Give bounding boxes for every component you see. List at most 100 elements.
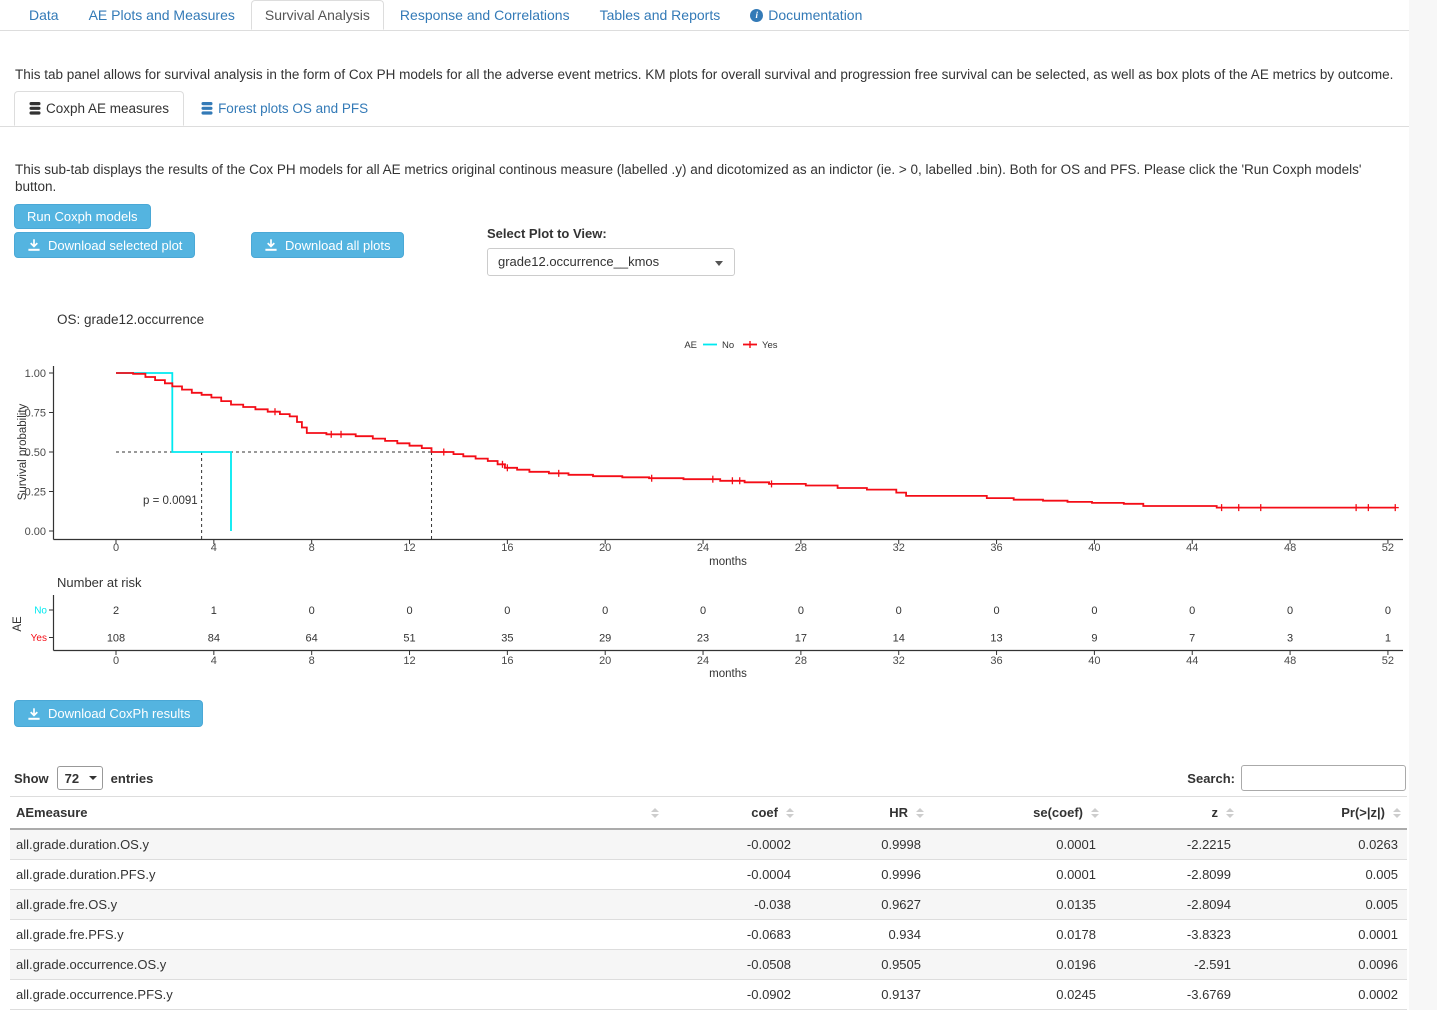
- value-cell: -0.0683: [665, 919, 800, 950]
- value-cell: 0.0196: [930, 949, 1105, 980]
- ae-measure-cell: all.grade.fre.OS.y: [10, 889, 665, 920]
- value-cell: 0.005: [1240, 859, 1407, 890]
- table-row: all.grade.occurrence.PFS.y -0.0902 0.9137 0…: [10, 979, 1407, 1010]
- svg-text:0: 0: [1189, 605, 1195, 617]
- tab-tables-and-reports: Tables and Reports: [586, 0, 735, 30]
- value-cell: 0.0096: [1240, 949, 1407, 980]
- svg-text:35: 35: [501, 633, 513, 645]
- subtab-coxph-ae-measures: Coxph AE measures: [14, 91, 185, 126]
- page-length-select[interactable]: 72: [56, 766, 103, 790]
- sort-icon: [786, 807, 794, 818]
- column-header-coef[interactable]: coef: [665, 796, 800, 830]
- tab-survival-analysis: Survival Analysis: [250, 0, 384, 30]
- run-coxph-models-button[interactable]: Run Coxph models: [14, 204, 151, 229]
- svg-text:52: 52: [1382, 542, 1394, 554]
- table-row: all.grade.fre.PFS.y -0.0683 0.934 0.0178 -3.…: [10, 919, 1407, 950]
- column-label: Pr(>|z|): [1341, 805, 1385, 820]
- svg-text:48: 48: [1284, 655, 1296, 667]
- svg-text:23: 23: [697, 633, 709, 645]
- tab-response-link[interactable]: Response and Correlations: [399, 7, 570, 23]
- value-cell: -2.8099: [1105, 859, 1240, 890]
- svg-text:12: 12: [403, 542, 415, 554]
- tab-data-link[interactable]: Data: [29, 7, 59, 23]
- svg-text:40: 40: [1088, 655, 1100, 667]
- column-header-se-coef-[interactable]: se(coef): [930, 796, 1105, 830]
- svg-text:12: 12: [403, 655, 415, 667]
- svg-text:Yes: Yes: [762, 340, 778, 351]
- value-cell: 0.0263: [1240, 829, 1407, 860]
- subtab-description: This sub-tab displays the results of the…: [15, 162, 1362, 194]
- svg-text:0.00: 0.00: [25, 526, 46, 538]
- svg-text:months: months: [709, 668, 747, 680]
- svg-text:32: 32: [893, 655, 905, 667]
- tab-survival-analysis-link[interactable]: Survival Analysis: [250, 0, 384, 30]
- svg-text:51: 51: [403, 633, 415, 645]
- value-cell: -3.8323: [1105, 919, 1240, 950]
- ae-measure-cell: all.grade.occurrence.OS.y: [10, 949, 665, 980]
- svg-text:0: 0: [113, 542, 119, 554]
- search-input[interactable]: [1241, 765, 1406, 791]
- tab-documentation-link[interactable]: i Documentation: [736, 0, 876, 30]
- subtab-coxph-link[interactable]: Coxph AE measures: [14, 91, 185, 126]
- svg-text:Number at risk: Number at risk: [57, 575, 142, 590]
- svg-text:Survival probability: Survival probability: [17, 403, 29, 500]
- value-cell: -3.6769: [1105, 979, 1240, 1010]
- column-header-hr[interactable]: HR: [800, 796, 930, 830]
- value-cell: 0.9137: [800, 979, 930, 1010]
- download-selected-plot-button[interactable]: Download selected plot: [14, 232, 196, 258]
- svg-text:Yes: Yes: [31, 633, 47, 644]
- entries-label: entries: [110, 770, 154, 786]
- subtab-forest-link[interactable]: Forest plots OS and PFS: [186, 91, 383, 126]
- column-label: z: [1211, 805, 1219, 820]
- svg-text:28: 28: [795, 655, 807, 667]
- svg-text:0: 0: [798, 605, 804, 617]
- plot-select-value: grade12.occurrence__kmos: [498, 254, 660, 269]
- ae-measure-cell: all.grade.occurrence.PFS.y: [10, 979, 665, 1010]
- value-cell: -2.2215: [1105, 829, 1240, 860]
- coxph-results-table: AEmeasure coef HR se(coef) z Pr(>|z|) all.gra…: [10, 796, 1407, 1010]
- svg-text:9: 9: [1091, 633, 1097, 645]
- value-cell: 0.005: [1240, 889, 1407, 920]
- svg-text:20: 20: [599, 655, 611, 667]
- tab-documentation: i Documentation: [736, 0, 876, 30]
- column-label: HR: [889, 805, 908, 820]
- svg-text:44: 44: [1186, 542, 1198, 554]
- value-cell: -2.591: [1105, 949, 1240, 980]
- svg-text:0.75: 0.75: [25, 408, 46, 420]
- svg-text:No: No: [34, 606, 47, 617]
- column-header-aemeasure[interactable]: AEmeasure: [10, 796, 665, 830]
- value-cell: 0.9996: [800, 859, 930, 890]
- ae-measure-cell: all.grade.duration.OS.y: [10, 829, 665, 860]
- tab-ae-plots-link[interactable]: AE Plots and Measures: [88, 7, 235, 23]
- svg-text:13: 13: [990, 633, 1002, 645]
- svg-text:64: 64: [306, 633, 318, 645]
- svg-text:14: 14: [893, 633, 905, 645]
- svg-text:4: 4: [211, 542, 217, 554]
- svg-text:0: 0: [700, 605, 706, 617]
- value-cell: 0.0178: [930, 919, 1105, 950]
- svg-text:0: 0: [896, 605, 902, 617]
- value-cell: 0.0001: [1240, 919, 1407, 950]
- value-cell: 0.0245: [930, 979, 1105, 1010]
- column-label: AEmeasure: [16, 805, 88, 820]
- column-header-z[interactable]: z: [1105, 796, 1240, 830]
- svg-text:0: 0: [309, 605, 315, 617]
- svg-text:0.25: 0.25: [25, 487, 46, 499]
- plot-select[interactable]: grade12.occurrence__kmos: [487, 248, 735, 276]
- value-cell: 0.0002: [1240, 979, 1407, 1010]
- column-header-pr-z-[interactable]: Pr(>|z|): [1240, 796, 1407, 830]
- download-coxph-results-button[interactable]: Download CoxPh results: [14, 700, 204, 727]
- svg-text:24: 24: [697, 542, 709, 554]
- show-label: Show: [14, 770, 49, 786]
- table-row: all.grade.duration.PFS.y -0.0004 0.9996 0.0…: [10, 859, 1407, 890]
- download-all-plots-button[interactable]: Download all plots: [251, 232, 404, 258]
- tab-tables-link[interactable]: Tables and Reports: [599, 7, 721, 23]
- svg-text:24: 24: [697, 655, 709, 667]
- svg-text:8: 8: [309, 655, 315, 667]
- sub-tab-panel: Coxph AE measures Forest plots OS and PF…: [0, 91, 1409, 127]
- svg-text:84: 84: [208, 633, 220, 645]
- table-header-row: AEmeasure coef HR se(coef) z Pr(>|z|): [10, 796, 1407, 830]
- page-length-control: Show 72 entries: [14, 766, 153, 790]
- value-cell: 0.0001: [930, 859, 1105, 890]
